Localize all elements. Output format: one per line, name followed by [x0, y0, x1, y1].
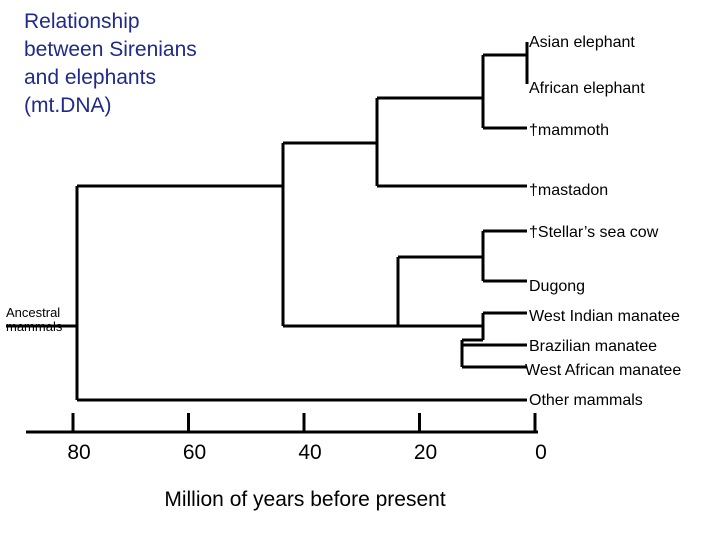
root-label: Ancestral mammals — [6, 305, 64, 334]
tree-branches — [6, 42, 529, 402]
time-axis-tick-label: 0 — [535, 441, 547, 464]
taxon-other-mammals: Other mammals — [529, 392, 643, 409]
taxon-west-indian-manatee: West Indian manatee — [529, 308, 680, 325]
time-axis-tick-label: 60 — [183, 441, 206, 464]
time-axis-ticks: 80 60 40 20 0 — [67, 413, 547, 464]
diagram-title: Relationship between Sirenians and eleph… — [24, 10, 197, 117]
taxon-mammoth: †mammoth — [529, 122, 609, 139]
taxon-labels: Asian elephant African elephant †mammoth… — [525, 34, 681, 409]
taxon-mastodon: †mastadon — [529, 182, 608, 199]
taxon-brazilian-manatee: Brazilian manatee — [529, 338, 657, 355]
time-axis-title: Million of years before present — [164, 488, 445, 511]
taxon-stellars-sea-cow: †Stellar’s sea cow — [529, 224, 659, 241]
taxon-dugong: Dugong — [529, 278, 585, 295]
taxon-west-african-manatee: West African manatee — [525, 362, 681, 379]
taxon-asian-elephant: Asian elephant — [529, 34, 635, 51]
time-axis-tick-label: 40 — [298, 441, 321, 464]
taxon-african-elephant: African elephant — [529, 80, 645, 97]
time-axis: 80 60 40 20 0 Million of years before presen… — [26, 413, 547, 511]
time-axis-tick-label: 20 — [414, 441, 437, 464]
time-axis-tick-label: 80 — [67, 441, 90, 464]
